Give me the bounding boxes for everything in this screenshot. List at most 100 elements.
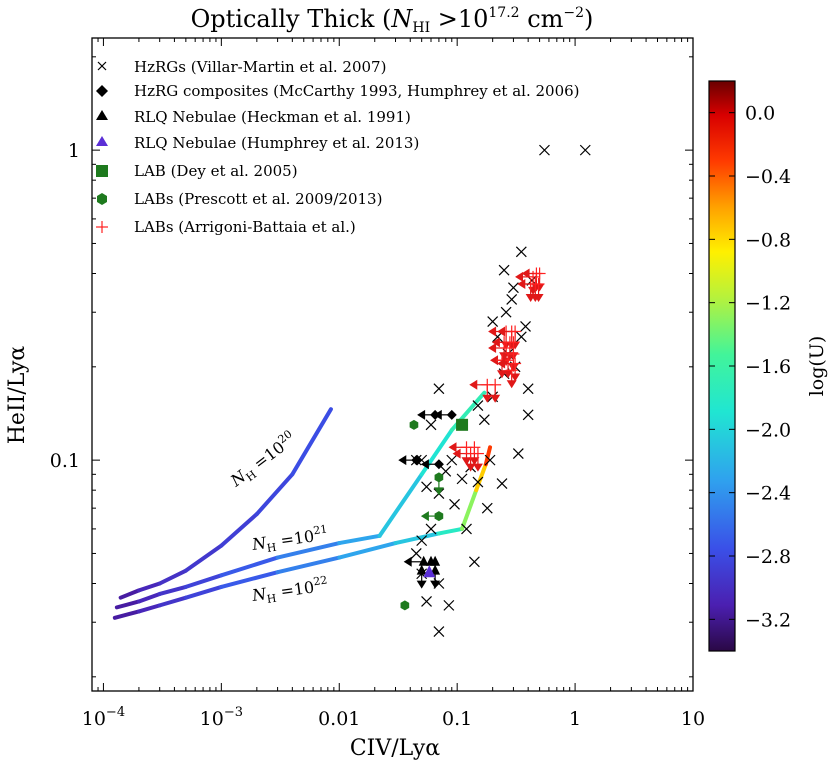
model-curve-segment-2: [337, 541, 398, 560]
lab-arrigoni-point: [509, 325, 522, 338]
hzrg-point: [425, 523, 437, 535]
lab-prescott-point: [434, 511, 444, 522]
lab-arrigoni-point: [500, 341, 513, 354]
x-tick-label: 0.1: [442, 708, 472, 730]
hzrg-point: [522, 409, 534, 421]
legend-marker-plus: [96, 221, 108, 233]
model-curve-segment-0: [136, 581, 162, 593]
model-curve-segment-1: [219, 555, 280, 578]
model-curve-segment-2: [483, 445, 493, 467]
legend-label-hzrgs: HzRGs (Villar-Martin et al. 2007): [134, 58, 386, 76]
colorbar-tick-label: −0.4: [745, 166, 791, 188]
colorbar-tick-label: −2.0: [745, 419, 791, 441]
legend-marker-diamond: [96, 85, 108, 97]
model-curve-segment-2: [157, 595, 188, 608]
model-curve-segment-2: [219, 570, 280, 589]
model-curve-segment-2: [112, 609, 141, 620]
hzrg-point: [472, 400, 484, 411]
x-tick-label: 1: [569, 708, 581, 730]
legend-label-lab-dey: LAB (Dey et al. 2005): [134, 162, 298, 180]
plot-frame: [91, 37, 694, 692]
lab-prescott-point: [434, 472, 444, 483]
model-curve-segment-1: [337, 533, 382, 546]
lab-arrigoni-point: [533, 267, 546, 280]
x-tick-label: 10: [681, 708, 705, 730]
hzrg-point: [416, 535, 428, 547]
model-curve-segment-0: [118, 588, 141, 600]
hzrg-composite-point: [433, 459, 444, 470]
hzrg-point: [579, 144, 591, 156]
model-curve-segment-0: [254, 472, 295, 517]
curve-label-nh22: NH =1022: [250, 574, 330, 609]
hzrg-point: [515, 246, 527, 258]
hzrg-point: [520, 320, 531, 332]
x-tick-label: 10−3: [200, 705, 243, 730]
hzrg-point: [421, 481, 432, 493]
model-curve-segment-2: [275, 555, 342, 575]
model-curve-segment-1: [377, 472, 424, 538]
model-curve-segment-2: [436, 526, 465, 536]
lab-arrigoni-point: [468, 441, 481, 454]
legend-marker-square: [96, 165, 108, 177]
colorbar-tick-label: −1.6: [745, 356, 791, 378]
lab-prescott-point: [400, 600, 410, 611]
hzrg-point: [522, 383, 534, 395]
lab-arrigoni-point: [532, 277, 545, 290]
colorbar-tick-label: −3.2: [745, 609, 791, 631]
hzrg-point: [487, 316, 499, 327]
hzrg-point: [472, 476, 484, 488]
hzrg-point: [496, 478, 508, 490]
lab-arrigoni-point: [507, 336, 520, 349]
rlq-heckman-point: [418, 555, 429, 566]
model-curve-segment-2: [460, 488, 479, 531]
legend-marker-triangle-black: [96, 110, 108, 120]
model-curve-segment-1: [183, 573, 224, 589]
hzrg-point: [498, 264, 510, 276]
rlq-heckman-arrow: [403, 556, 422, 567]
model-curve-segment-0: [157, 568, 188, 586]
colorbar-tick-label: −0.8: [745, 229, 791, 251]
hzrg-point: [506, 293, 518, 305]
colorbar-label: log(U): [806, 336, 828, 397]
legend-label-labs-arrigoni: LABs (Arrigoni-Battaia et al.): [134, 218, 356, 236]
hzrg-point: [421, 596, 432, 607]
hzrg-point: [446, 454, 458, 466]
hzrg-point: [456, 473, 468, 485]
y-tick-label: 1: [68, 140, 80, 162]
rlq-heckman-arrow: [430, 570, 441, 589]
model-curve-segment-0: [290, 407, 333, 477]
model-curve-segment-1: [419, 428, 454, 477]
data-points: [398, 144, 591, 637]
hzrg-point: [512, 448, 524, 459]
model-curve-segment-2: [183, 584, 224, 600]
hzrg-point: [433, 626, 445, 637]
lab-arrigoni-point: [507, 347, 520, 360]
hzrg-point: [425, 419, 437, 431]
hzrg-point: [449, 498, 460, 510]
model-curve-segment-1: [157, 584, 188, 596]
hzrg-point: [478, 414, 490, 426]
rlq-heckman-point: [430, 555, 441, 566]
hzrg-composite-point: [411, 455, 422, 466]
hzrg-point: [461, 523, 472, 535]
curve-label-nh20: NH =1020: [225, 427, 301, 493]
hzrg-point: [443, 599, 455, 611]
model-curve-segment-0: [219, 512, 259, 548]
chart-title: Optically Thick (NHI >1017.2 cm−2): [191, 5, 594, 36]
x-axis-label: CIV/Lyα: [350, 736, 440, 761]
hzrg-point: [500, 306, 512, 318]
hzrg-point: [515, 331, 527, 343]
model-curve-segment-1: [114, 599, 141, 610]
x-tick-label: 0.01: [318, 708, 360, 730]
lab-arrigoni-point: [489, 378, 502, 391]
model-curve-segment-1: [136, 591, 162, 604]
lab-dey-point: [456, 418, 469, 431]
lab-arrigoni-point: [505, 364, 518, 377]
model-curve-segment-2: [136, 603, 162, 614]
x-tick-label: 10−4: [82, 705, 125, 730]
hzrg-point: [481, 502, 493, 514]
colorbar-tick-label: −2.4: [745, 483, 791, 505]
model-curve-segment-1: [275, 541, 342, 560]
hzrg-point: [468, 556, 480, 568]
